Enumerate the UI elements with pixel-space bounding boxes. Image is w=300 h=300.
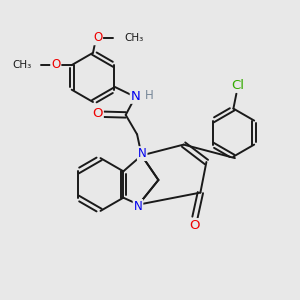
Text: O: O — [93, 31, 102, 44]
Text: CH₃: CH₃ — [13, 60, 32, 70]
Text: O: O — [190, 219, 200, 232]
Text: H: H — [145, 89, 154, 103]
Text: N: N — [138, 147, 147, 160]
Text: O: O — [92, 107, 103, 120]
Text: O: O — [51, 58, 60, 71]
Text: CH₃: CH₃ — [124, 33, 143, 43]
Text: N: N — [134, 200, 142, 213]
Text: N: N — [131, 90, 140, 103]
Text: Cl: Cl — [231, 79, 244, 92]
